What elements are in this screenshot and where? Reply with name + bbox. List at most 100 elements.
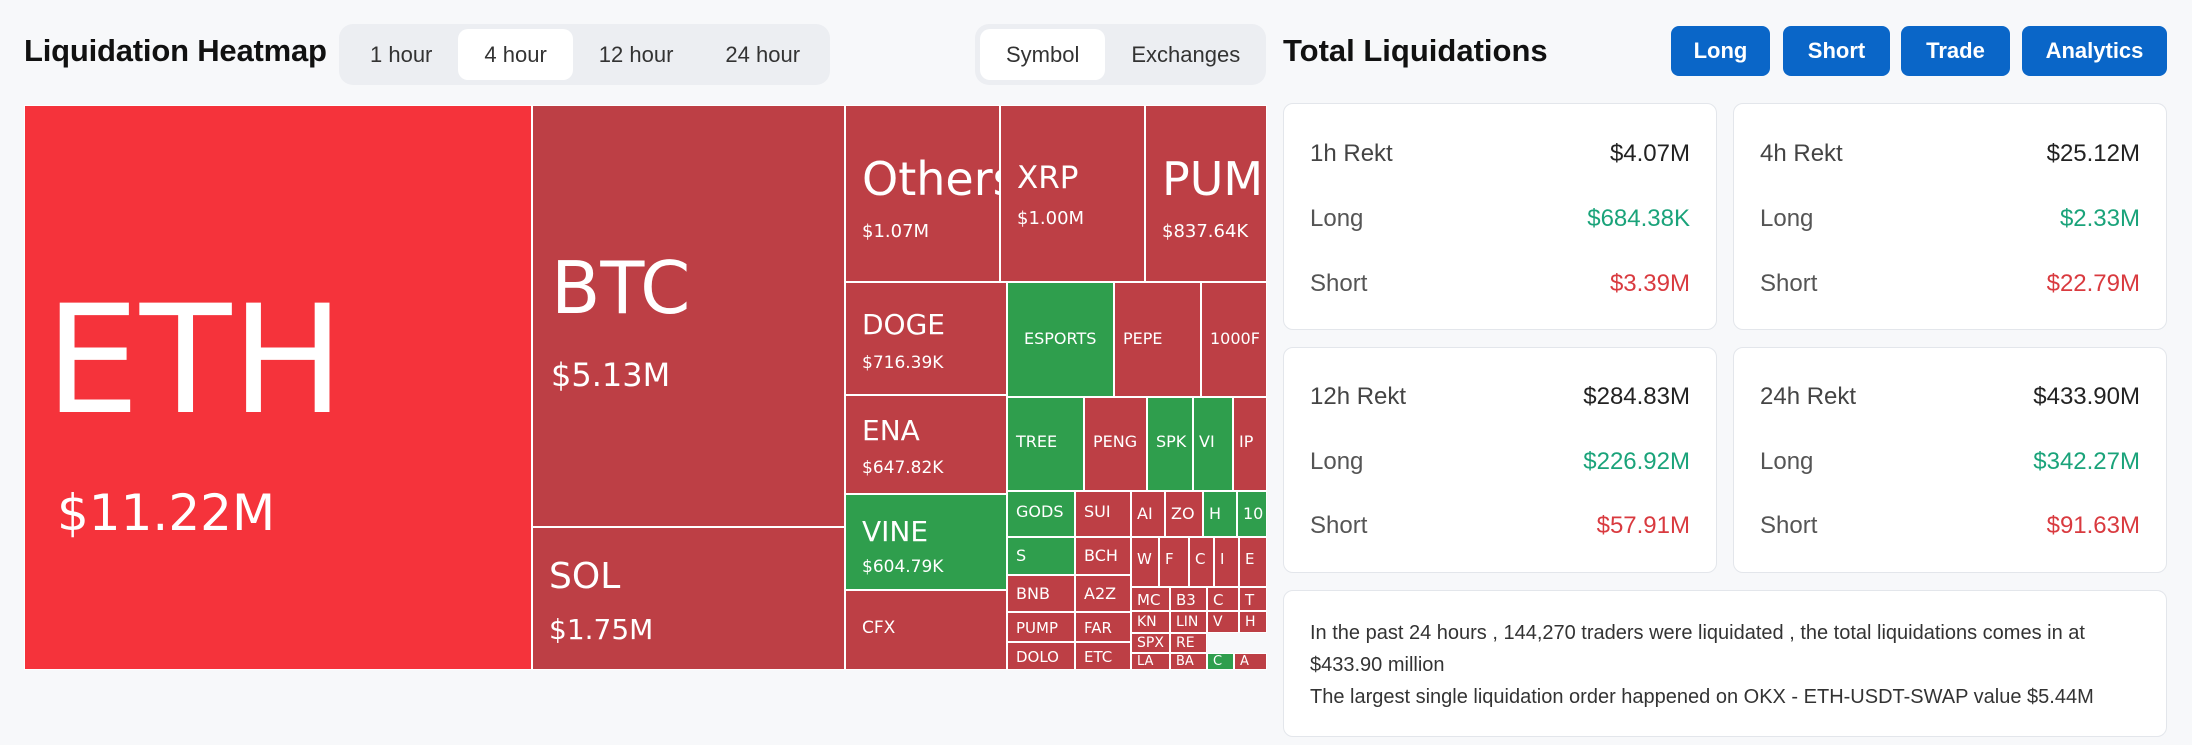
heatmap-cell-symbol: H	[1245, 614, 1256, 630]
card-total: $433.90M	[2033, 383, 2140, 410]
heatmap-cell[interactable]: LIN	[1170, 611, 1207, 633]
card-label: 12h Rekt	[1310, 383, 1407, 410]
heatmap-cell[interactable]: PEPE	[1114, 282, 1201, 397]
long-button[interactable]: Long	[1671, 26, 1770, 76]
heatmap-cell[interactable]: S	[1007, 537, 1075, 575]
heatmap-cell[interactable]: BTC $5.13M	[532, 105, 845, 527]
heatmap-cell-symbol: C	[1213, 591, 1224, 609]
heatmap-cell[interactable]: C	[1207, 587, 1239, 611]
heatmap-cell-symbol: GODS	[1016, 502, 1064, 521]
heatmap-cell[interactable]: BNB	[1007, 575, 1075, 612]
card-total: $4.07M	[1609, 140, 1690, 167]
heatmap-cell[interactable]: VINE $604.79K	[845, 494, 1007, 590]
heatmap-cell[interactable]: BCH	[1075, 537, 1131, 575]
heatmap-cell[interactable]: E	[1239, 537, 1267, 587]
heatmap-cell[interactable]: SOL $1.75M	[532, 527, 845, 670]
heatmap-cell[interactable]: RE	[1170, 633, 1207, 653]
heatmap-cell-value: $716.39K	[862, 353, 944, 373]
heatmap-cell-symbol: H	[1209, 504, 1222, 523]
heatmap-cell-symbol: 1000F	[1210, 329, 1260, 348]
heatmap-cell[interactable]: SPX	[1131, 633, 1170, 653]
heatmap-cell-value: $1.75M	[549, 613, 654, 646]
rekt-card-4h: 4h Rekt $25.12M Long $2.33M Short $22.79M	[1733, 103, 2167, 330]
view-symbol[interactable]: Symbol	[980, 29, 1106, 80]
heatmap-cell[interactable]: ESPORTS	[1007, 282, 1114, 397]
heatmap-cell-symbol: VINE	[862, 515, 929, 548]
heatmap-cell-value: $1.07M	[862, 221, 930, 242]
heatmap-cell[interactable]: PENG	[1084, 397, 1147, 491]
heatmap-cell[interactable]: BA	[1170, 653, 1207, 670]
short-amount: $57.91M	[1596, 512, 1690, 539]
heatmap-cell-symbol: DOLO	[1016, 648, 1059, 666]
heatmap-cell-symbol: B3	[1176, 591, 1196, 609]
heatmap-cell[interactable]: ETC	[1075, 642, 1131, 670]
heatmap-cell[interactable]: 1000F	[1201, 282, 1267, 397]
analytics-button[interactable]: Analytics	[2022, 26, 2167, 76]
heatmap-cell[interactable]: DOLO	[1007, 642, 1075, 670]
heatmap-cell[interactable]: ENA $647.82K	[845, 395, 1007, 494]
heatmap-cell[interactable]: ETH $11.22M	[24, 105, 532, 670]
heatmap-cell-symbol: SPK	[1156, 432, 1187, 451]
heatmap-cell[interactable]: Others $1.07M	[845, 105, 1000, 282]
heatmap-cell[interactable]: PUMP $837.64K	[1145, 105, 1267, 282]
heatmap-cell[interactable]: MC	[1131, 587, 1170, 611]
heatmap-cell[interactable]: W	[1131, 537, 1159, 587]
heatmap-cell[interactable]: I	[1214, 537, 1239, 587]
heatmap-cell-symbol: XRP	[1017, 160, 1079, 196]
heatmap-cell[interactable]: H	[1203, 491, 1237, 537]
heatmap-cell[interactable]: PUMP	[1007, 612, 1075, 642]
heatmap-cell[interactable]: KN	[1131, 611, 1170, 633]
heatmap-cell-symbol: IP	[1239, 432, 1254, 451]
view-selector: Symbol Exchanges	[975, 24, 1266, 85]
heatmap-cell[interactable]: DOGE $716.39K	[845, 282, 1007, 395]
heatmap-cell-symbol: PUMP	[1016, 619, 1059, 637]
heatmap-cell[interactable]: C	[1207, 653, 1234, 670]
heatmap-cell-symbol: W	[1137, 550, 1152, 568]
view-exchanges[interactable]: Exchanges	[1131, 42, 1241, 67]
card-label: 1h Rekt	[1310, 140, 1393, 167]
heatmap-cell-symbol: SOL	[549, 556, 621, 597]
short-label: Short	[1310, 512, 1368, 539]
heatmap-cell[interactable]: IP	[1233, 397, 1267, 491]
heatmap-cell[interactable]: FAR	[1075, 612, 1131, 642]
heatmap-cell[interactable]: CFX	[845, 590, 1007, 670]
heatmap-cell-value: $647.82K	[862, 458, 944, 478]
heatmap-cell[interactable]: ZO	[1165, 491, 1203, 537]
heatmap-cell-symbol: ESPORTS	[1024, 329, 1097, 348]
short-label: Short	[1310, 270, 1368, 297]
heatmap-cell[interactable]: SUI	[1075, 491, 1131, 537]
timeframe-4h[interactable]: 4 hour	[458, 29, 573, 80]
heatmap-cell[interactable]: T	[1239, 587, 1267, 611]
heatmap-cell-symbol: ETC	[1084, 648, 1113, 666]
long-label: Long	[1310, 205, 1364, 232]
heatmap-cell-value: $11.22M	[57, 484, 276, 542]
heatmap-cell[interactable]: SPK	[1147, 397, 1193, 491]
heatmap-cell[interactable]: A	[1234, 653, 1267, 670]
heatmap-cell[interactable]: H	[1239, 611, 1267, 633]
heatmap-cell[interactable]: V	[1207, 611, 1239, 633]
timeframe-1h[interactable]: 1 hour	[370, 42, 433, 67]
timeframe-24h[interactable]: 24 hour	[725, 42, 801, 67]
heatmap-cell-symbol: ETH	[45, 274, 345, 448]
heatmap-cell[interactable]: B3	[1170, 587, 1207, 611]
heatmap-cell[interactable]: XRP $1.00M	[1000, 105, 1145, 282]
timeframe-12h[interactable]: 12 hour	[598, 42, 674, 67]
heatmap-cell[interactable]: 10	[1237, 491, 1267, 537]
heatmap-cell-symbol: T	[1245, 591, 1255, 609]
heatmap-cell[interactable]: F	[1159, 537, 1189, 587]
heatmap-cell-symbol: I	[1220, 550, 1225, 568]
heatmap-cell[interactable]: VI	[1193, 397, 1233, 491]
heatmap-cell[interactable]: A2Z	[1075, 575, 1131, 612]
heatmap-cell-value: $604.79K	[862, 557, 944, 577]
short-button[interactable]: Short	[1783, 26, 1890, 76]
heatmap-cell[interactable]: TREE	[1007, 397, 1084, 491]
heatmap-cell[interactable]: C	[1189, 537, 1214, 587]
heatmap-cell-symbol: AI	[1137, 504, 1153, 523]
heatmap-cell[interactable]: LA	[1131, 653, 1170, 670]
heatmap-cell[interactable]: AI	[1131, 491, 1165, 537]
trade-button[interactable]: Trade	[1901, 26, 2010, 76]
heatmap-cell[interactable]: GODS	[1007, 491, 1075, 537]
heatmap-title: Liquidation Heatmap	[24, 33, 327, 68]
heatmap-cell-symbol: BTC	[551, 246, 691, 330]
